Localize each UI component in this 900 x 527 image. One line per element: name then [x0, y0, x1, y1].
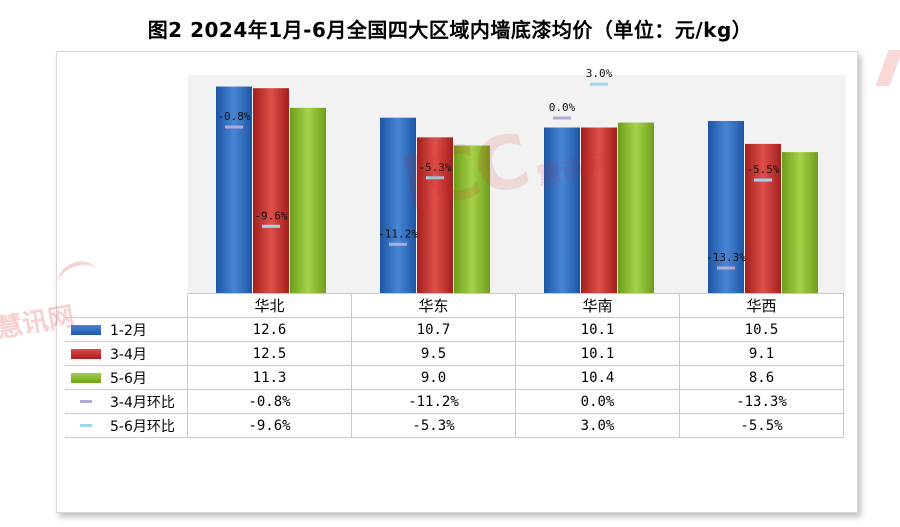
table-cell: -13.3%: [679, 389, 844, 414]
table-cell: 10.1: [515, 317, 680, 342]
table-row: 5-6月 11.3 9.0 10.4 8.6: [65, 365, 844, 390]
pct-label-2-4: -5.5%: [746, 163, 779, 176]
table-cell: 9.0: [351, 365, 516, 390]
table-cell: -5.5%: [679, 413, 844, 438]
table-cell: 9.1: [679, 341, 844, 366]
table-cell: -9.6%: [187, 413, 352, 438]
table-cell: 11.3: [187, 365, 352, 390]
table-row: 5-6月环比 -9.6% -5.3% 3.0% -5.5%: [65, 413, 844, 438]
table-cell: 12.5: [187, 341, 352, 366]
table-cell: 0.0%: [515, 389, 680, 414]
legend-label: 3-4月环比: [110, 394, 175, 411]
pct-label-1-1: -0.8%: [217, 110, 250, 123]
table-cell: 9.5: [351, 341, 516, 366]
legend-swatch: [71, 372, 101, 383]
legend-entry: 5-6月: [65, 365, 188, 390]
category-label: 华西: [679, 293, 844, 318]
bar-1-4: [708, 120, 744, 293]
bar-2-3: [581, 127, 617, 293]
legend-swatch: [80, 424, 92, 427]
legend-swatch: [80, 400, 92, 403]
pct-label-1-3: 0.0%: [549, 101, 576, 114]
chart-title: 图2 2024年1月-6月全国四大区域内墙底漆均价（单位：元/kg）: [147, 18, 753, 42]
table-cell: 10.1: [515, 341, 680, 366]
legend-entry: 1-2月: [65, 317, 188, 342]
bar-1-1: [216, 86, 252, 293]
legend-swatch: [71, 324, 101, 335]
pct-marker-1-1: [225, 125, 243, 129]
table-row: 3-4月环比 -0.8% -11.2% 0.0% -13.3%: [65, 389, 844, 414]
bar-3-1: [290, 107, 326, 293]
bar-3-2: [454, 145, 490, 293]
table-cell: -5.3%: [351, 413, 516, 438]
pct-marker-1-3: [553, 116, 571, 120]
bar-1-3: [544, 127, 580, 293]
category-label: 华东: [351, 293, 516, 318]
category-label: 华北: [187, 293, 352, 318]
pct-marker-2-4: [754, 178, 772, 182]
legend-label: 1-2月: [110, 322, 147, 339]
bar-1-2: [380, 117, 416, 293]
table-cell: 10.7: [351, 317, 516, 342]
pct-marker-2-1: [262, 224, 280, 228]
pct-marker-1-4: [717, 266, 735, 270]
table-cell: 12.6: [187, 317, 352, 342]
table-cell: 10.5: [679, 317, 844, 342]
bar-2-4: [745, 143, 781, 293]
pct-label-1-2: -11.2%: [378, 227, 418, 240]
table-cell: 8.6: [679, 365, 844, 390]
pct-marker-2-2: [426, 176, 444, 180]
table-cell: -11.2%: [351, 389, 516, 414]
legend-swatch: [71, 348, 101, 359]
bar-3-3: [618, 122, 654, 293]
legend-entry: 5-6月环比: [65, 413, 188, 438]
table-cell: 10.4: [515, 365, 680, 390]
table-cell: 3.0%: [515, 413, 680, 438]
table-cell: -0.8%: [187, 389, 352, 414]
bar-3-4: [782, 152, 818, 293]
legend-label: 5-6月: [110, 370, 147, 387]
pct-label-2-2: -5.3%: [418, 161, 451, 174]
table-row: 3-4月 12.5 9.5 10.1 9.1: [65, 341, 844, 366]
table-header-row: 华北 华东 华南 华西: [65, 293, 844, 318]
pct-marker-1-2: [389, 242, 407, 246]
pct-marker-2-3: [590, 82, 608, 86]
legend-label: 3-4月: [110, 346, 147, 363]
legend-label: 5-6月环比: [110, 418, 175, 435]
data-table: 华北 华东 华南 华西 1-2月 12.6 10.7 10.1 10.5 3-4…: [65, 293, 844, 438]
pct-label-1-4: -13.3%: [706, 251, 746, 264]
legend-entry: 3-4月: [65, 341, 188, 366]
table-row: 1-2月 12.6 10.7 10.1 10.5: [65, 317, 844, 342]
bar-2-1: [253, 88, 289, 293]
category-label: 华南: [515, 293, 680, 318]
legend-entry: 3-4月环比: [65, 389, 188, 414]
bar-2-2: [417, 137, 453, 293]
table-corner: [65, 293, 188, 318]
pct-label-2-3: 3.0%: [586, 67, 613, 80]
pct-label-2-1: -9.6%: [254, 209, 287, 222]
